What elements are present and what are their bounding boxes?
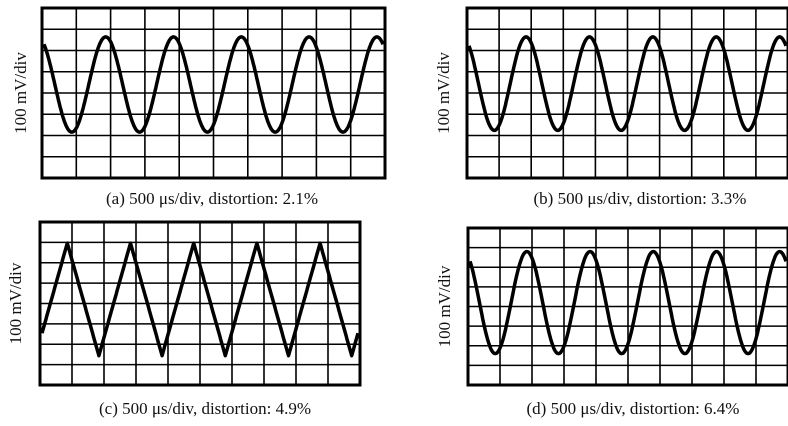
caption: (b) 500 μs/div, distortion: 3.3%	[534, 189, 747, 208]
y-axis-label: 100 mV/div	[6, 262, 25, 344]
caption: (d) 500 μs/div, distortion: 6.4%	[527, 399, 740, 418]
panel: 100 mV/div (d) 500 μs/div, distortion: 6.…	[435, 228, 788, 418]
y-axis-label: 100 mV/div	[434, 52, 453, 134]
panel: 100 mV/div (c) 500 μs/div, distortion: 4.…	[6, 222, 360, 418]
y-axis-label: 100 mV/div	[435, 265, 454, 347]
figure: 100 mV/div (a) 500 μs/div, distortion: 2.…	[0, 0, 788, 426]
caption: (c) 500 μs/div, distortion: 4.9%	[99, 399, 311, 418]
caption: (a) 500 μs/div, distortion: 2.1%	[106, 189, 318, 208]
y-axis-label: 100 mV/div	[11, 52, 30, 134]
panel: 100 mV/div (a) 500 μs/div, distortion: 2.…	[11, 8, 385, 208]
panel: 100 mV/div (b) 500 μs/div, distortion: 3.…	[434, 8, 788, 208]
